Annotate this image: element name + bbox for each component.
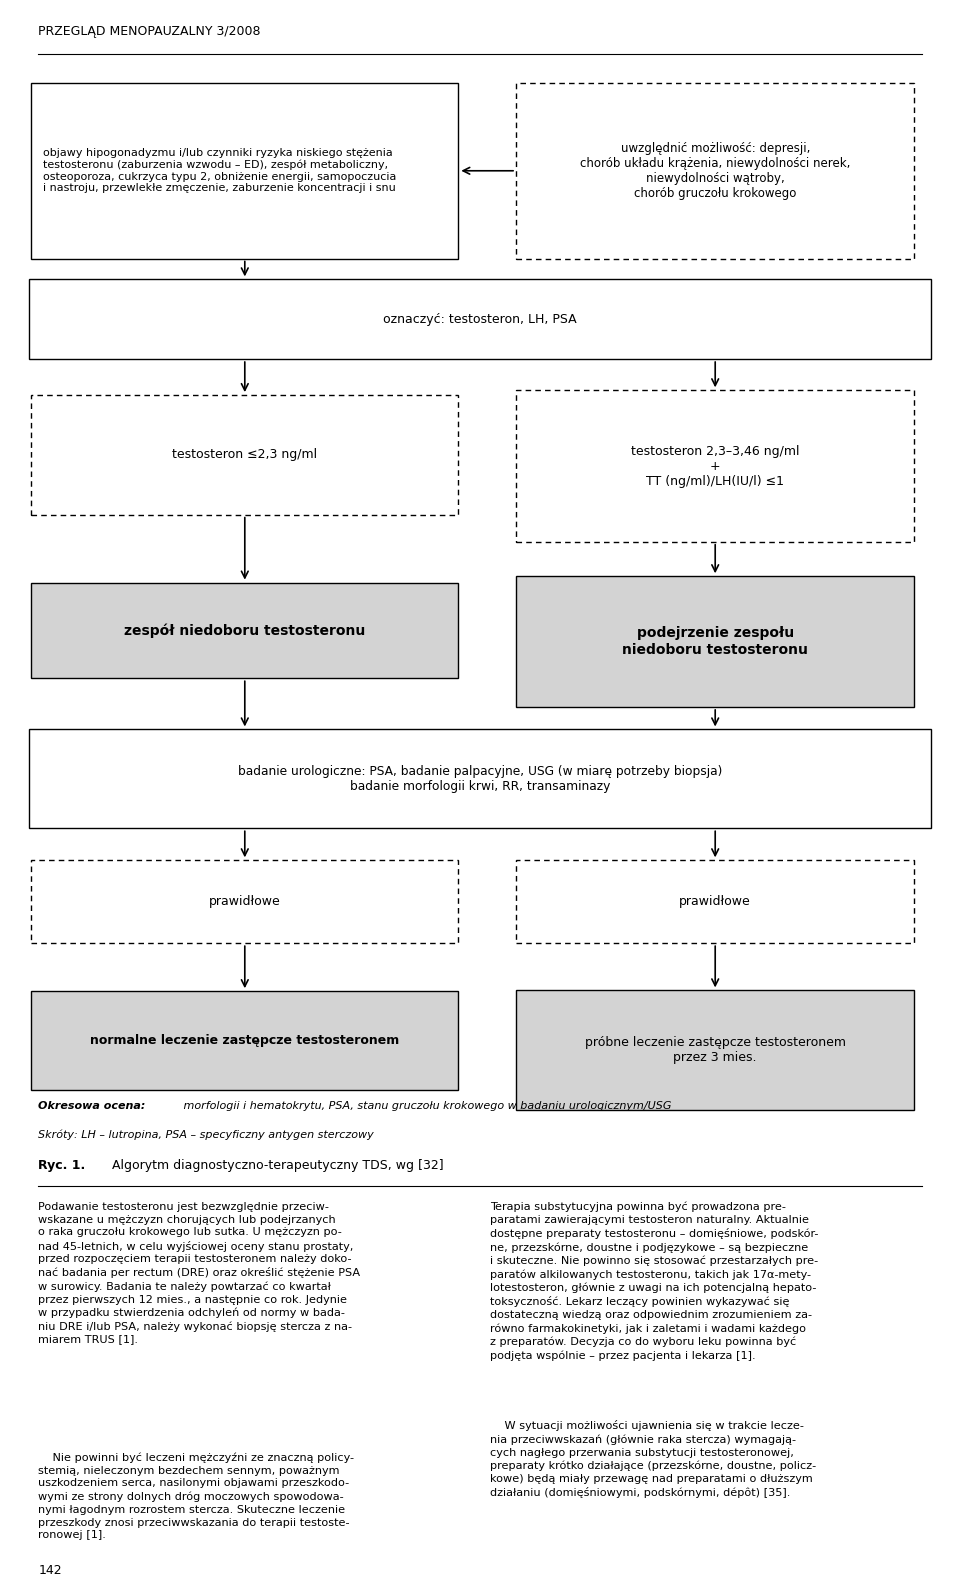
Text: Okresowa ocena:: Okresowa ocena:: [38, 1101, 146, 1111]
Text: testosteron 2,3–3,46 ng/ml
+
TT (ng/ml)/LH(IU/l) ≤1: testosteron 2,3–3,46 ng/ml + TT (ng/ml)/…: [631, 445, 800, 487]
Text: Skróty: LH – lutropina, PSA – specyficzny antygen sterczowy: Skróty: LH – lutropina, PSA – specyficzn…: [38, 1130, 374, 1140]
Text: Podawanie testosteronu jest bezwzględnie przeciw-
wskazane u mężczyzn chorującyc: Podawanie testosteronu jest bezwzględnie…: [38, 1202, 361, 1344]
FancyBboxPatch shape: [31, 860, 459, 943]
Text: Ryc. 1.: Ryc. 1.: [38, 1159, 85, 1171]
Text: normalne leczenie zastępcze testosteronem: normalne leczenie zastępcze testosterone…: [90, 1034, 399, 1047]
FancyBboxPatch shape: [29, 729, 931, 828]
Text: próbne leczenie zastępcze testosteronem
przez 3 mies.: próbne leczenie zastępcze testosteronem …: [585, 1036, 846, 1065]
Text: oznaczyć: testosteron, LH, PSA: oznaczyć: testosteron, LH, PSA: [383, 313, 577, 326]
FancyBboxPatch shape: [516, 576, 914, 707]
Text: badanie urologiczne: PSA, badanie palpacyjne, USG (w miarę potrzeby biopsja)
bad: badanie urologiczne: PSA, badanie palpac…: [238, 764, 722, 793]
FancyBboxPatch shape: [31, 83, 459, 259]
Text: uwzględnić możliwość: depresji,
chorób układu krążenia, niewydolności nerek,
nie: uwzględnić możliwość: depresji, chorób u…: [580, 142, 851, 200]
Text: Nie powinni być leczeni mężczyźni ze znaczną policy-
stemią, nieleczonym bezdech: Nie powinni być leczeni mężczyźni ze zna…: [38, 1452, 354, 1540]
FancyBboxPatch shape: [29, 279, 931, 359]
Text: 142: 142: [38, 1564, 62, 1577]
Text: objawy hipogonadyzmu i/lub czynniki ryzyka niskiego stężenia
testosteronu (zabur: objawy hipogonadyzmu i/lub czynniki ryzy…: [42, 148, 396, 193]
FancyBboxPatch shape: [516, 83, 914, 259]
Text: W sytuacji możliwości ujawnienia się w trakcie lecze-
nia przeciwwskazań (główni: W sytuacji możliwości ujawnienia się w t…: [490, 1420, 816, 1499]
Text: PRZEGLĄD MENOPAUZALNY 3/2008: PRZEGLĄD MENOPAUZALNY 3/2008: [38, 26, 261, 38]
Text: podejrzenie zespołu
niedoboru testosteronu: podejrzenie zespołu niedoboru testostero…: [622, 627, 808, 656]
Text: Terapia substytucyjna powinna być prowadzona pre-
paratami zawierającymi testost: Terapia substytucyjna powinna być prowad…: [490, 1202, 818, 1360]
Text: zespół niedoboru testosteronu: zespół niedoboru testosteronu: [124, 622, 366, 638]
Text: testosteron ≤2,3 ng/ml: testosteron ≤2,3 ng/ml: [172, 448, 318, 461]
FancyBboxPatch shape: [31, 583, 459, 678]
FancyBboxPatch shape: [516, 391, 914, 543]
Text: prawidłowe: prawidłowe: [680, 895, 751, 908]
Text: morfologii i hematokrytu, PSA, stanu gruczołu krokowego w badaniu urologicznym/U: morfologii i hematokrytu, PSA, stanu gru…: [180, 1101, 672, 1111]
Text: Algorytm diagnostyczno-terapeutyczny TDS, wg [32]: Algorytm diagnostyczno-terapeutyczny TDS…: [108, 1159, 444, 1171]
FancyBboxPatch shape: [516, 990, 914, 1111]
FancyBboxPatch shape: [31, 991, 459, 1090]
FancyBboxPatch shape: [31, 396, 459, 514]
FancyBboxPatch shape: [516, 860, 914, 943]
Text: prawidłowe: prawidłowe: [209, 895, 280, 908]
